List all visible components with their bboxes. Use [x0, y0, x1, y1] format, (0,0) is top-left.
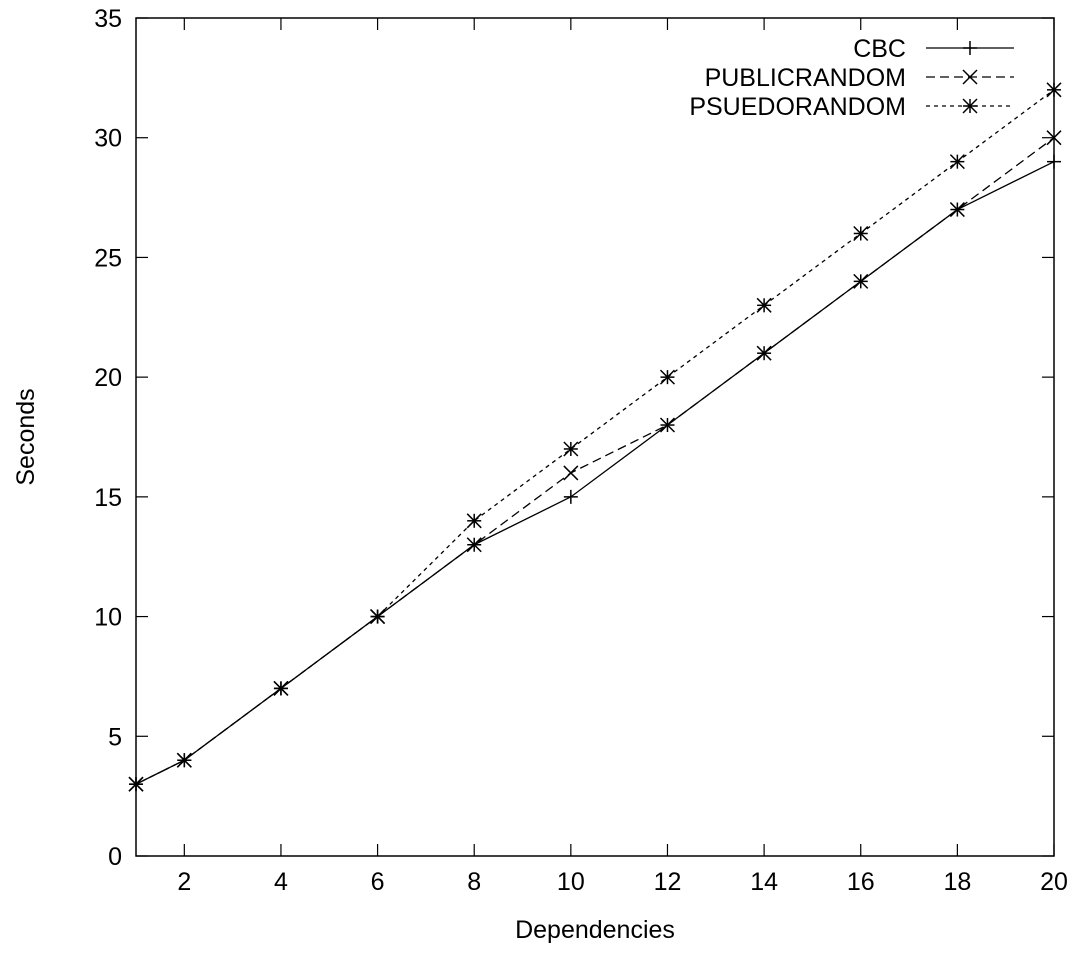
legend-entry-publicrandom: PUBLICRANDOM [705, 64, 1014, 92]
x-axis-title: Dependencies [515, 916, 675, 944]
data-point-psuedorandom [466, 513, 482, 529]
legend-marker [962, 69, 978, 85]
series-cbc [129, 154, 1061, 792]
y-tick-label: 5 [108, 723, 122, 751]
series-line-cbc [135, 161, 1055, 785]
data-point-publicrandom [853, 273, 869, 289]
y-tick-label: 10 [94, 604, 122, 632]
data-point-publicrandom [659, 417, 676, 433]
data-point-psuedorandom [128, 776, 144, 792]
legend-label: PSUEDORANDOM [689, 93, 906, 121]
data-point-psuedorandom [176, 752, 192, 768]
x-tick-label: 20 [1040, 868, 1068, 896]
data-point-publicrandom [949, 202, 965, 218]
series-psuedorandom [128, 82, 1062, 792]
x-tick-label: 4 [274, 868, 288, 896]
y-tick-label: 25 [94, 244, 122, 272]
x-tick-label: 8 [467, 868, 481, 896]
x-tick-label: 10 [557, 868, 585, 896]
series-publicrandom [128, 130, 1062, 792]
y-tick-label: 20 [94, 364, 122, 392]
legend-marker [962, 98, 978, 114]
legend-entry-psuedorandom: PSUEDORANDOM [689, 93, 1014, 121]
y-tick-label: 35 [94, 5, 122, 33]
data-point-publicrandom [756, 345, 772, 361]
x-tick-label: 14 [750, 868, 778, 896]
series-line-psuedorandom [135, 89, 1055, 785]
data-point-psuedorandom [853, 225, 869, 242]
y-tick-label: 0 [108, 843, 122, 871]
data-point-psuedorandom [1046, 82, 1062, 98]
x-tick-label: 16 [847, 868, 875, 896]
data-point-psuedorandom [949, 154, 965, 170]
legend-label: CBC [853, 35, 906, 63]
data-point-publicrandom [1046, 130, 1062, 146]
y-tick-label: 15 [94, 484, 122, 512]
data-point-psuedorandom [370, 609, 386, 625]
x-tick-label: 2 [177, 868, 191, 896]
x-tick-label: 6 [371, 868, 385, 896]
y-tick-label: 30 [94, 125, 122, 153]
plot-border [135, 17, 1055, 857]
data-point-publicrandom [466, 537, 482, 553]
series-line-publicrandom [135, 137, 1055, 785]
data-point-psuedorandom [273, 680, 289, 696]
y-axis-title: Seconds [12, 388, 40, 485]
x-tick-label: 18 [943, 868, 971, 896]
legend-label: PUBLICRANDOM [705, 64, 906, 92]
data-point-psuedorandom [756, 297, 772, 313]
data-point-psuedorandom [659, 369, 676, 385]
data-point-publicrandom [563, 465, 579, 481]
x-tick-label: 12 [654, 868, 682, 896]
data-point-cbc [563, 489, 578, 504]
data-point-psuedorandom [563, 441, 579, 457]
data-point-cbc [1047, 154, 1061, 169]
legend-entry-cbc: CBC [853, 35, 1014, 63]
legend-marker [963, 41, 977, 55]
